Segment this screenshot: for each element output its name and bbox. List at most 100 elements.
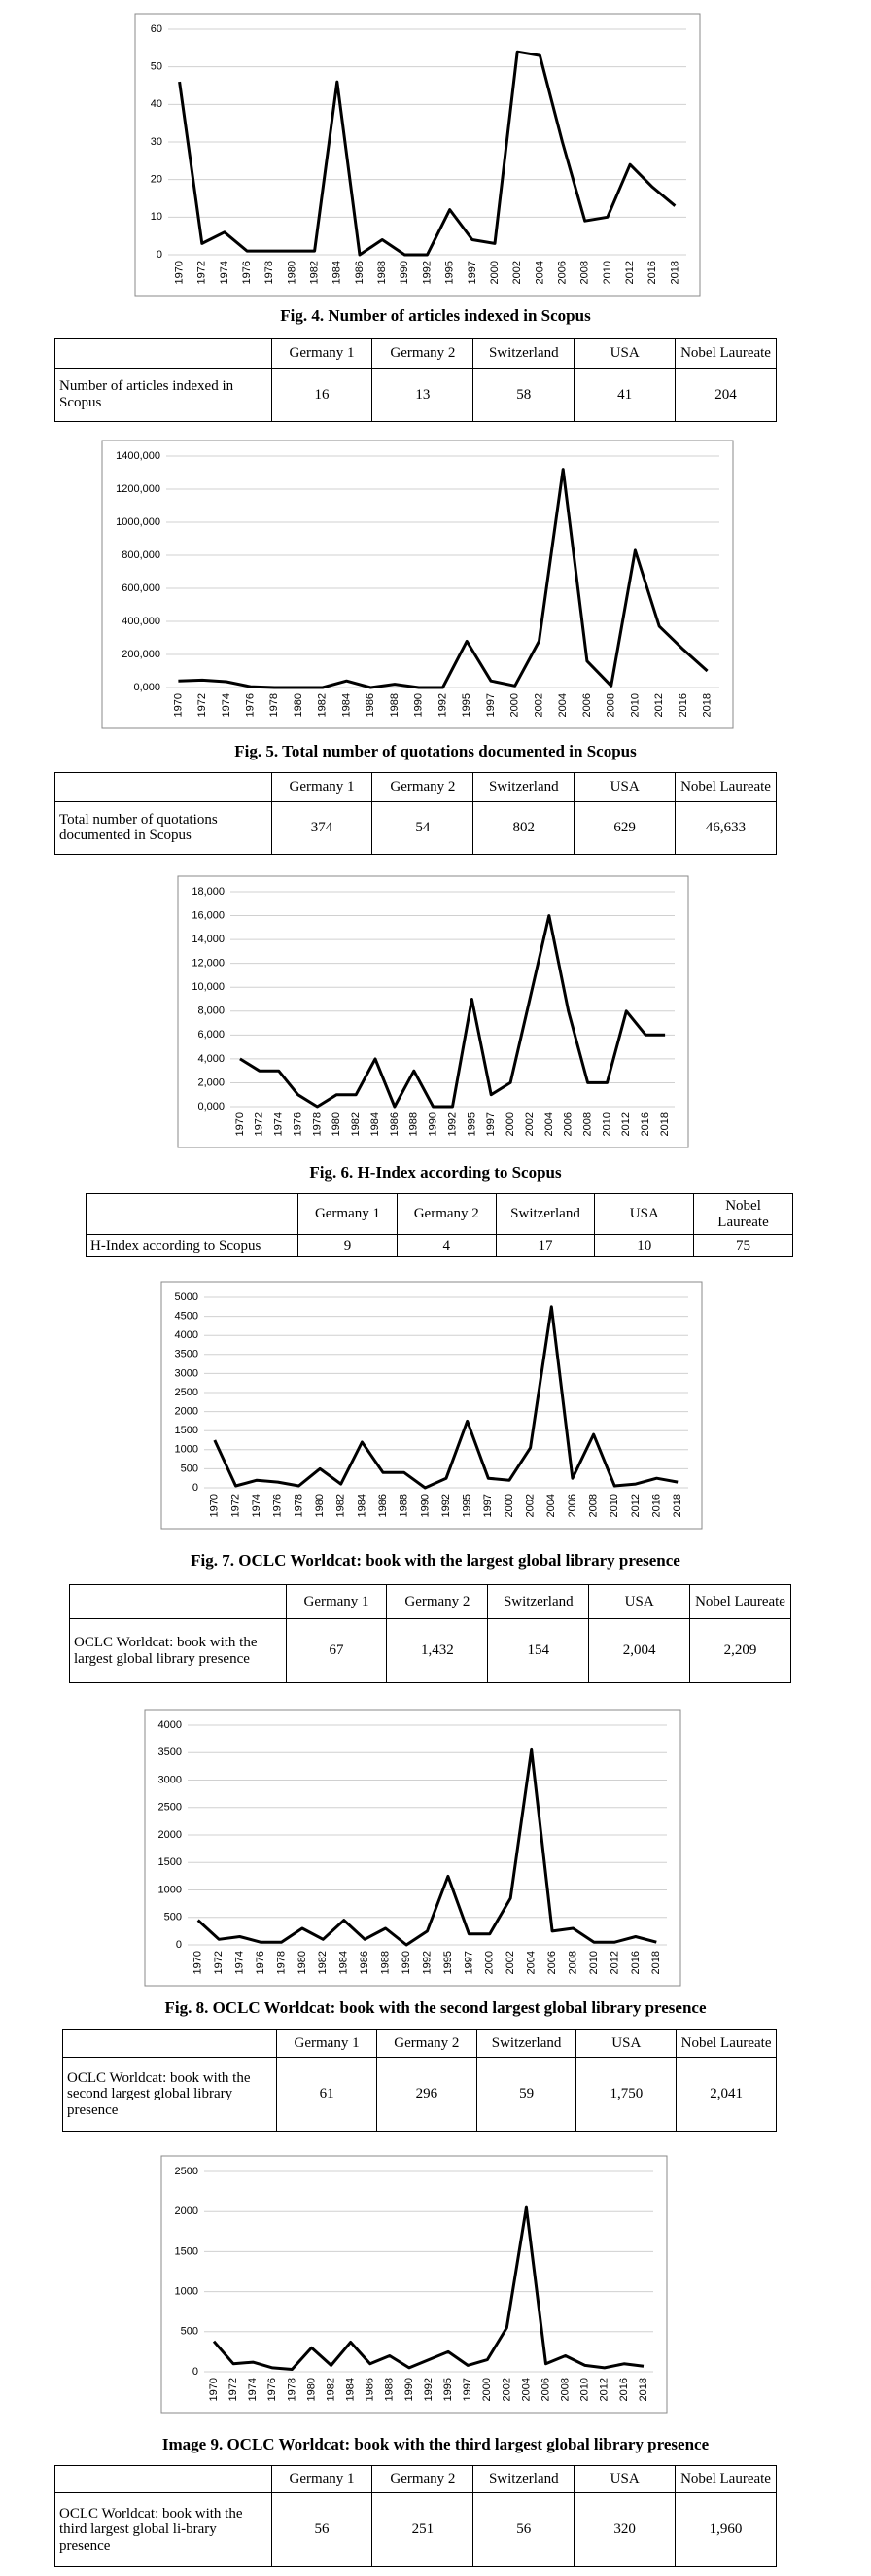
x-tick-label: 2016 [640,1112,651,1136]
y-tick-label: 600,000 [122,582,160,594]
value-cell: 67 [285,1618,388,1683]
data-table: Germany 1 Germany 2 Switzerland USA Nobel La… [54,2464,777,2567]
x-tick-label: 1995 [442,1951,454,1974]
y-tick-label: 1000 [158,1884,182,1895]
x-tick-label: 1984 [356,1494,367,1517]
x-tick-label: 1978 [275,1951,287,1974]
y-tick-label: 500 [164,1912,182,1923]
data-row: Total number of quotations documented in… [54,800,777,855]
data-line [178,50,677,257]
data-row: OCLC Worldcat: book with the largest glo… [69,1618,791,1683]
corner-cell [54,338,272,369]
y-tick-label: 16,000 [192,909,225,921]
x-tick-label: 2004 [557,693,569,717]
x-tick-label: 1986 [354,261,366,284]
y-tick-label: 50 [151,61,162,73]
x-tick-label: 1992 [421,261,433,284]
y-tick-label: 8,000 [197,1006,225,1017]
header-cell: Germany 1 [276,2029,377,2059]
header-cell: Germany 1 [270,772,373,802]
data-line [239,914,666,1109]
row-label: OCLC Worldcat: book with the third large… [54,2492,272,2567]
x-tick-label: 1997 [485,1112,497,1136]
value-cell: 41 [574,367,677,423]
value-cell: 9 [297,1234,398,1257]
x-tick-label: 2002 [505,1951,516,1974]
y-tick-label: 1000,000 [116,516,160,528]
value-cell: 54 [371,800,474,855]
y-tick-label: 500 [181,1463,198,1474]
x-tick-label: 1988 [376,261,388,284]
x-tick-label: 2016 [678,693,689,717]
caption: Image 9. OCLC Worldcat: book with the th… [162,2435,710,2453]
value-cell: 204 [675,367,777,423]
value-cell: 629 [574,800,677,855]
y-tick-label: 2500 [175,1387,198,1398]
x-tick-label: 1972 [213,1951,225,1974]
x-tick-label: 1986 [377,1494,389,1517]
x-tick-label: 2008 [587,1494,599,1517]
data-row: H-Index according to Scopus 9 4 17 10 75 [85,1234,793,1257]
x-tick-label: 2006 [556,261,568,284]
value-cell: 802 [472,800,575,855]
y-tick-label: 0 [176,1939,182,1951]
x-tick-label: 1978 [268,693,280,717]
x-tick-label: 1986 [365,693,376,717]
caption: Fig. 8. OCLC Worldcat: book with the sec… [164,1998,707,2017]
y-tick-label: 1200,000 [116,483,160,495]
header-row: Germany 1 Germany 2 Switzerland USA Nobel La… [54,2464,777,2494]
x-tick-label: 1982 [325,2378,336,2401]
value-cell: 56 [270,2492,373,2567]
x-tick-label: 2008 [579,261,591,284]
x-tick-label: 2004 [520,2378,532,2401]
row-label: Number of articles indexed in Scopus [54,367,272,423]
header-row: Germany 1 Germany 2 Switzerland USA Nobel La… [85,1192,793,1236]
header-cell: Switzerland [472,338,575,369]
x-tick-label: 1982 [350,1112,362,1136]
x-tick-label: 2010 [588,1951,600,1974]
x-tick-label: 2000 [504,1494,515,1517]
y-tick-label: 4000 [158,1719,182,1731]
x-tick-label: 2010 [602,261,613,284]
x-tick-label: 2018 [672,1494,683,1517]
x-tick-label: 1974 [219,261,230,284]
x-tick-label: 1976 [292,1112,303,1136]
y-tick-label: 0 [157,249,162,261]
x-tick-label: 1992 [436,693,448,717]
x-tick-label: 1974 [251,1494,262,1517]
caption: Fig. 7. OCLC Worldcat: book with the lar… [191,1551,680,1570]
x-tick-label: 2006 [546,1951,558,1974]
data-table: Germany 1 Germany 2 Switzerland USA Nobel La… [85,1192,793,1257]
chart-frame [177,875,689,1148]
x-tick-label: 1984 [331,261,343,284]
x-tick-label: 1992 [423,2378,435,2401]
value-cell: 1,750 [575,2057,678,2132]
header-cell: Nobel Laureate [675,772,777,802]
data-table: Germany 1 Germany 2 Switzerland USA Nobel La… [54,338,777,423]
x-tick-label: 1995 [466,1112,477,1136]
x-tick-label: 1988 [399,1494,410,1517]
caption: Fig. 4. Number of articles indexed in Sc… [280,306,591,325]
x-tick-label: 1978 [293,1494,304,1517]
value-cell: 154 [487,1618,590,1683]
x-tick-label: 2004 [545,1494,557,1517]
x-tick-label: 1986 [389,1112,401,1136]
y-tick-label: 2000 [175,2205,198,2217]
y-tick-label: 0 [192,2366,198,2378]
y-tick-label: 1400,000 [116,450,160,462]
x-tick-label: 2006 [563,1112,575,1136]
x-tick-label: 2006 [581,693,593,717]
header-cell: USA [575,2029,678,2059]
x-tick-label: 2016 [650,1494,662,1517]
y-tick-label: 200,000 [122,649,160,660]
x-tick-label: 1980 [293,693,304,717]
value-cell: 2,041 [676,2057,777,2132]
value-cell: 251 [371,2492,474,2567]
chart-frame [160,1281,703,1530]
value-cell: 374 [270,800,373,855]
x-tick-label: 1974 [247,2378,259,2401]
header-cell: Nobel Laureate [689,1583,791,1620]
x-tick-label: 1972 [196,693,208,717]
header-row: Germany 1 Germany 2 Switzerland USA Nobel La… [54,772,777,802]
